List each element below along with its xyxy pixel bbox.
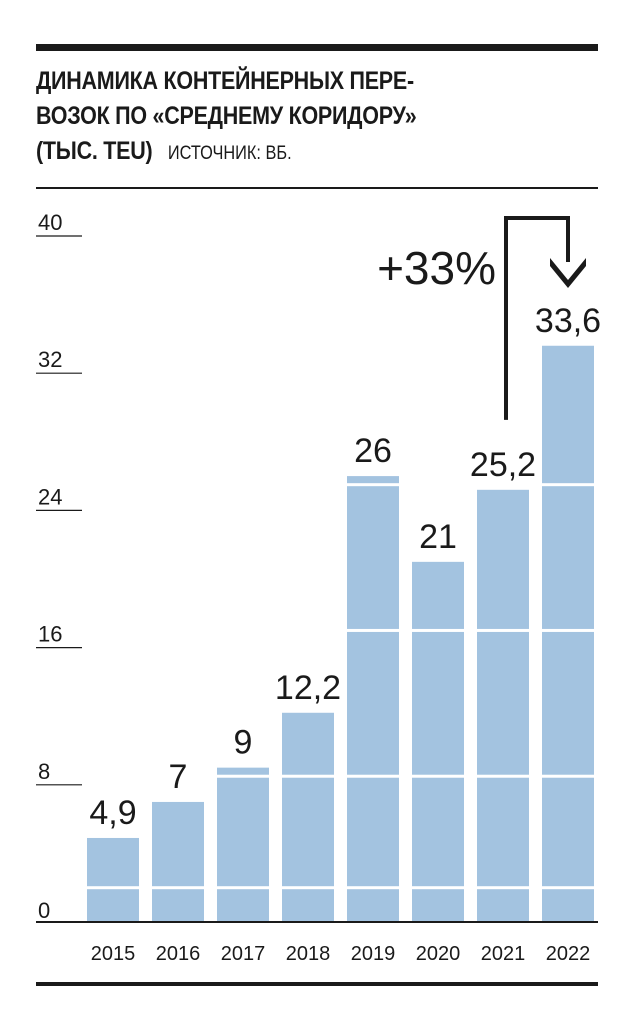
bar [87, 837, 139, 922]
x-tick-label: 2019 [351, 943, 396, 965]
x-tick-label: 2016 [156, 943, 201, 965]
title-line-2: ВОЗОК ПО «СРЕДНЕМУ КОРИДОРУ» [36, 102, 417, 130]
title-line-3: (ТЫС. TEU) [36, 137, 153, 165]
bar-band [542, 628, 594, 632]
growth-annotation: +33% [377, 216, 586, 420]
bar-band [412, 628, 464, 632]
x-tick-label: 2021 [481, 943, 526, 965]
bar [477, 489, 529, 922]
bar [152, 801, 204, 922]
bar [282, 712, 334, 922]
bar [542, 345, 594, 922]
bar-band [347, 774, 399, 778]
bar [412, 561, 464, 922]
x-axis: 2015 2016 2017 2018 2019 2020 2021 2022 [36, 921, 598, 965]
bar-band [412, 886, 464, 890]
growth-bracket [504, 216, 570, 420]
bar-band [347, 628, 399, 632]
bar-band [477, 774, 529, 778]
title-divider [36, 187, 598, 189]
x-tick-label: 2020 [416, 943, 461, 965]
y-tick-label: 16 [38, 622, 62, 647]
value-label: 9 [234, 724, 253, 762]
bar-band [477, 886, 529, 890]
value-label: 4,9 [89, 794, 136, 832]
bar-band [412, 774, 464, 778]
title-line-1: ДИНАМИКА КОНТЕЙНЕРНЫХ ПЕРЕ- [36, 67, 414, 95]
growth-arrow-head [550, 258, 586, 288]
bar-band [347, 886, 399, 890]
value-label: 25,2 [470, 446, 536, 484]
x-tick-label: 2022 [546, 943, 591, 965]
bar [347, 476, 399, 922]
bar [217, 767, 269, 922]
bottom-rule [36, 982, 598, 986]
bar-band [217, 886, 269, 890]
y-tick-label: 0 [38, 898, 50, 923]
bar-band [87, 886, 139, 890]
source-note: ИСТОЧНИК: ВБ. [167, 143, 292, 164]
value-label: 33,6 [535, 302, 601, 340]
value-label: 26 [354, 432, 392, 470]
y-tick-label: 32 [38, 347, 62, 372]
top-rule [36, 44, 598, 51]
bar-band [152, 886, 204, 890]
growth-label: +33% [377, 242, 496, 294]
x-tick-label: 2017 [221, 943, 266, 965]
bar-band [477, 628, 529, 632]
bar-band [282, 886, 334, 890]
bar-band [217, 774, 269, 778]
x-tick-label: 2015 [91, 943, 136, 965]
value-labels: 4,9 7 9 12,2 26 21 25,2 33,6 [89, 302, 601, 832]
y-tick-label: 24 [38, 484, 62, 509]
value-label: 7 [169, 758, 188, 796]
y-tick-label: 8 [38, 759, 50, 784]
bar-band [542, 886, 594, 890]
y-axis: 0 8 16 24 32 40 [36, 210, 82, 923]
bars [87, 345, 594, 922]
bar-band [542, 483, 594, 487]
bar-band [282, 774, 334, 778]
y-tick-label: 40 [38, 210, 62, 235]
x-tick-label: 2018 [286, 943, 331, 965]
chart-title: ДИНАМИКА КОНТЕЙНЕРНЫХ ПЕРЕ- ВОЗОК ПО «СР… [36, 64, 518, 171]
bar-band [347, 483, 399, 487]
value-label: 21 [419, 518, 457, 556]
bar-band [542, 774, 594, 778]
value-label: 12,2 [275, 669, 341, 707]
